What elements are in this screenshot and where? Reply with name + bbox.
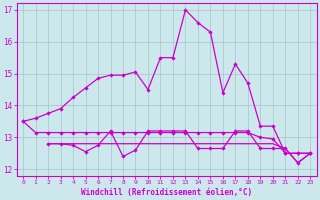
X-axis label: Windchill (Refroidissement éolien,°C): Windchill (Refroidissement éolien,°C) (81, 188, 252, 197)
